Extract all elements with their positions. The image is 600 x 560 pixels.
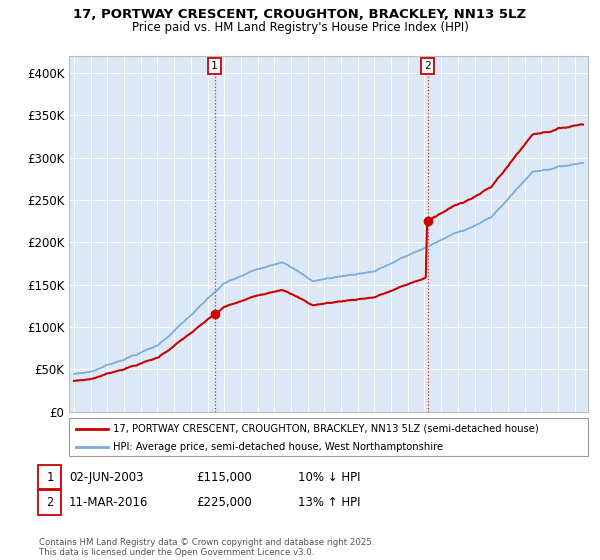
Text: 2: 2: [424, 61, 431, 71]
Text: £115,000: £115,000: [196, 470, 252, 484]
Text: 2: 2: [46, 496, 53, 509]
Text: 17, PORTWAY CRESCENT, CROUGHTON, BRACKLEY, NN13 5LZ (semi-detached house): 17, PORTWAY CRESCENT, CROUGHTON, BRACKLE…: [113, 424, 539, 434]
Text: 11-MAR-2016: 11-MAR-2016: [69, 496, 148, 509]
Text: 02-JUN-2003: 02-JUN-2003: [69, 470, 143, 484]
Text: 10% ↓ HPI: 10% ↓ HPI: [298, 470, 361, 484]
Text: Price paid vs. HM Land Registry's House Price Index (HPI): Price paid vs. HM Land Registry's House …: [131, 21, 469, 34]
Text: 17, PORTWAY CRESCENT, CROUGHTON, BRACKLEY, NN13 5LZ: 17, PORTWAY CRESCENT, CROUGHTON, BRACKLE…: [73, 8, 527, 21]
Text: HPI: Average price, semi-detached house, West Northamptonshire: HPI: Average price, semi-detached house,…: [113, 442, 443, 452]
Text: £225,000: £225,000: [196, 496, 252, 509]
Text: Contains HM Land Registry data © Crown copyright and database right 2025.
This d: Contains HM Land Registry data © Crown c…: [39, 538, 374, 557]
Text: 1: 1: [46, 470, 53, 484]
Text: 1: 1: [211, 61, 218, 71]
Text: 13% ↑ HPI: 13% ↑ HPI: [298, 496, 361, 509]
